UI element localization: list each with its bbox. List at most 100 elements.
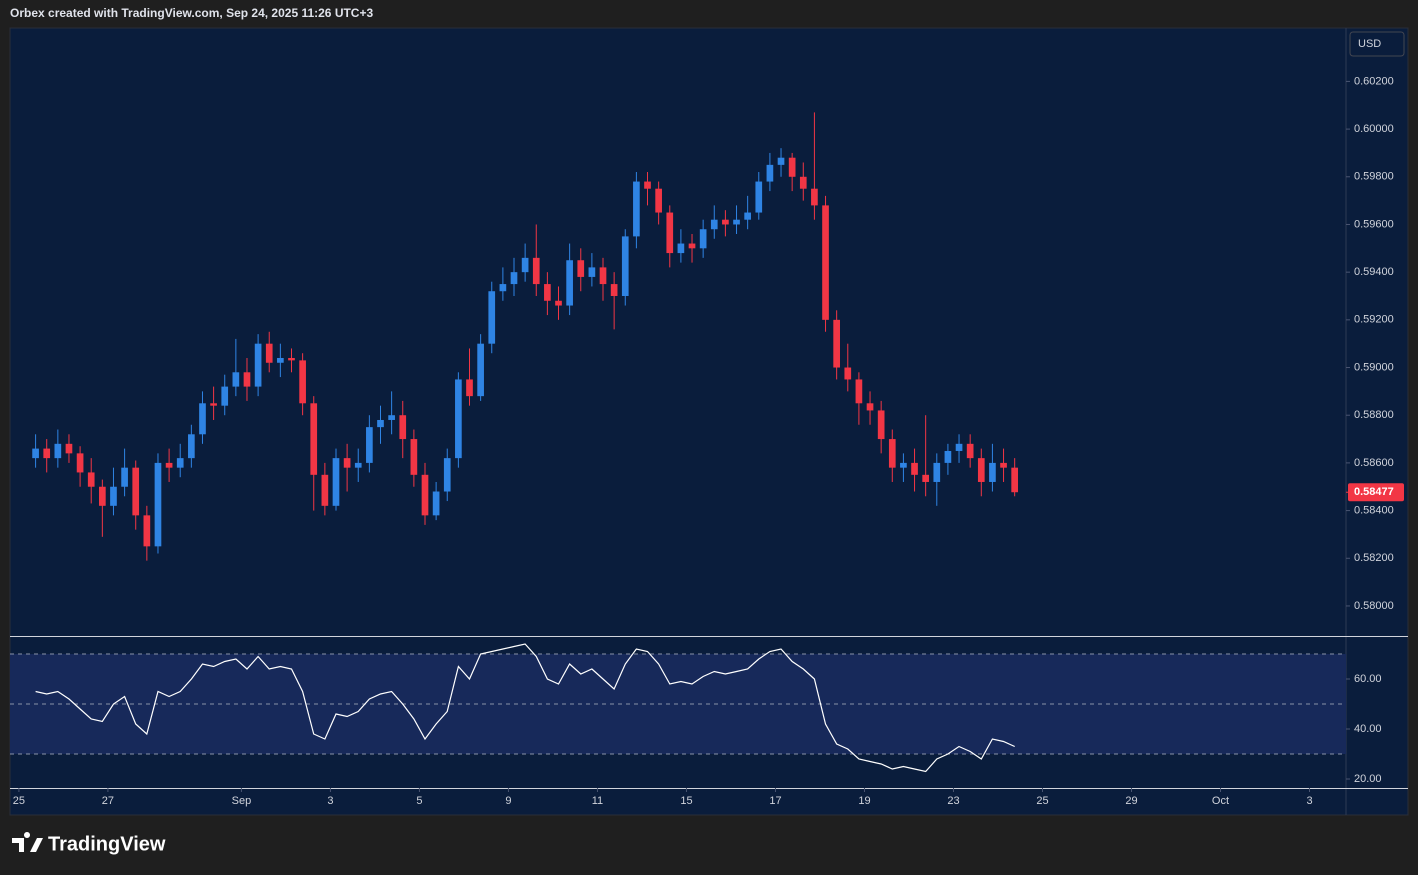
candle-body xyxy=(254,343,262,387)
candle-body xyxy=(110,486,117,506)
candle-body xyxy=(65,443,73,454)
candle-body xyxy=(176,458,184,468)
x-tick-label: Oct xyxy=(1212,795,1229,807)
candle-body xyxy=(722,219,729,225)
candle-body xyxy=(544,284,551,301)
rsi-tick-label: 60.00 xyxy=(1354,673,1382,685)
candle-body xyxy=(377,419,384,428)
candle-body xyxy=(599,267,607,285)
candle-body xyxy=(399,415,407,440)
candle-body xyxy=(299,360,306,404)
candle-body xyxy=(199,403,206,435)
y-tick-label: 0.59200 xyxy=(1354,314,1394,326)
candle-body xyxy=(1000,462,1007,468)
candle-body xyxy=(87,472,95,487)
candle-body xyxy=(744,212,751,220)
candle-body xyxy=(733,219,740,225)
candle-body xyxy=(210,403,217,406)
candle-body xyxy=(443,458,451,492)
last-price-tag xyxy=(1348,483,1404,502)
currency: USD xyxy=(1358,38,1381,50)
y-tick-label: 0.58000 xyxy=(1354,600,1394,612)
candle-body xyxy=(833,319,840,368)
candle-body xyxy=(43,448,51,459)
candle-body xyxy=(410,439,418,475)
candle-body xyxy=(143,515,151,547)
candle-body xyxy=(310,403,318,475)
candle-body xyxy=(154,462,162,547)
candle-body xyxy=(277,357,284,363)
candle-body xyxy=(911,462,918,475)
candle-body xyxy=(132,467,140,516)
candle-body xyxy=(977,458,985,482)
candle-body xyxy=(288,357,295,361)
last-price-label: 0.58477 xyxy=(1354,486,1394,498)
candle-body xyxy=(888,439,896,468)
x-tick-label: 5 xyxy=(416,795,422,807)
y-tick-label: 0.58800 xyxy=(1354,409,1394,421)
candle-body xyxy=(855,379,863,404)
x-tick-label: 29 xyxy=(1125,795,1137,807)
candle-body xyxy=(922,474,930,482)
candle-body xyxy=(566,260,573,306)
logo: TradingView xyxy=(12,832,166,855)
candle-body xyxy=(455,379,462,459)
x-tick-label: Sep xyxy=(232,795,252,807)
candle-body xyxy=(799,176,807,189)
candle-body xyxy=(354,462,362,468)
y-tick-label: 0.58600 xyxy=(1354,457,1394,469)
candle-body xyxy=(577,260,585,277)
x-tick-label: 3 xyxy=(327,795,333,807)
candle-body xyxy=(221,386,229,406)
candle-body xyxy=(633,181,640,237)
x-tick-label: 3 xyxy=(1306,795,1312,807)
candle-body xyxy=(755,181,763,213)
candle-body xyxy=(265,343,273,363)
candle-body xyxy=(165,462,173,468)
candle-body xyxy=(688,243,696,249)
x-tick-label: 25 xyxy=(13,795,25,807)
candle-body xyxy=(232,372,240,387)
candle-body xyxy=(766,164,774,182)
candle-body xyxy=(710,219,718,230)
candle-body xyxy=(944,450,952,463)
candle-body xyxy=(366,427,373,463)
currency-button[interactable] xyxy=(1349,31,1405,57)
candle-body xyxy=(332,458,340,506)
x-tick-label: 27 xyxy=(102,795,114,807)
candle-body xyxy=(432,491,440,516)
y-tick-label: 0.58400 xyxy=(1354,504,1394,516)
candle-body xyxy=(822,205,829,320)
header: Orbex created with TradingView.com, Sep … xyxy=(10,6,373,20)
candle-body xyxy=(121,467,128,487)
y-tick-label: 0.60200 xyxy=(1354,75,1394,87)
x-tick-label: 19 xyxy=(858,795,870,807)
rsi-tick-label: 20.00 xyxy=(1354,773,1382,785)
candle-body xyxy=(699,229,707,249)
candle-body xyxy=(532,257,540,285)
logo-icon xyxy=(12,832,43,852)
candle-body xyxy=(321,474,329,506)
y-tick-label: 0.59000 xyxy=(1354,361,1394,373)
candle-body xyxy=(933,462,941,482)
candle-body xyxy=(421,474,429,516)
x-tick-label: 17 xyxy=(769,795,781,807)
y-tick-label: 0.59600 xyxy=(1354,218,1394,230)
candle-body xyxy=(588,267,596,277)
x-tick-label: 9 xyxy=(505,795,511,807)
candle-body xyxy=(788,157,796,177)
y-tick-label: 0.59400 xyxy=(1354,266,1394,278)
candle-body xyxy=(621,236,629,296)
candle-body xyxy=(54,443,62,459)
candle-body xyxy=(777,157,785,165)
y-tick-label: 0.58200 xyxy=(1354,552,1394,564)
candle-body xyxy=(877,410,885,440)
candle-body xyxy=(666,212,674,254)
candle-body xyxy=(866,403,874,411)
candle-body xyxy=(99,486,106,506)
y-tick-label: 0.59800 xyxy=(1354,171,1394,183)
x-tick-label: 15 xyxy=(680,795,692,807)
candle-body xyxy=(955,443,963,451)
candle-body xyxy=(499,284,507,292)
